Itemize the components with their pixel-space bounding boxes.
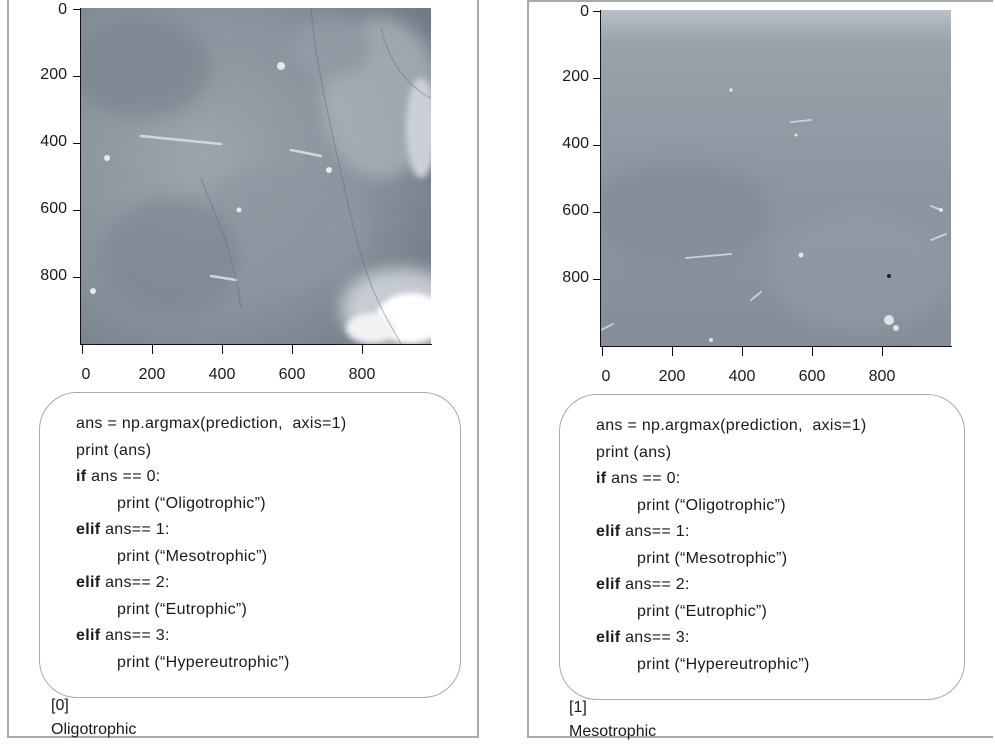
x-tick <box>222 344 223 354</box>
keyword: elif <box>596 629 621 646</box>
y-tick <box>73 277 80 278</box>
code-line: elif ans== 3: <box>596 629 690 646</box>
code-line: elif ans== 2: <box>596 576 690 593</box>
y-tick-label: 200 <box>562 68 589 85</box>
code-line: print (“Oligotrophic”) <box>637 496 786 514</box>
code-line: ans = np.argmax(prediction, axis=1) <box>76 415 347 432</box>
x-tick-label: 800 <box>348 366 376 383</box>
x-axis <box>601 346 952 347</box>
y-tick-label: 400 <box>562 135 589 152</box>
output-index: [0] <box>51 697 69 714</box>
code-line: elif ans== 2: <box>76 574 170 591</box>
y-tick-label: 0 <box>58 1 67 18</box>
keyword: elif <box>596 523 621 540</box>
x-tick <box>152 344 153 354</box>
code-line: elif ans== 3: <box>76 627 170 644</box>
code-line: print (“Mesotrophic”) <box>637 549 788 567</box>
y-tick-label: 800 <box>40 267 67 284</box>
keyword: elif <box>76 627 101 644</box>
x-tick-label: 600 <box>278 366 306 383</box>
output-class: Oligotrophic <box>51 721 137 738</box>
y-tick <box>73 210 80 211</box>
image-plot: 0 200 400 600 800 0 200 400 600 800 <box>529 2 993 397</box>
y-tick <box>593 145 600 146</box>
y-tick <box>73 76 80 77</box>
code-line: print (ans) <box>596 443 672 461</box>
keyword: elif <box>76 574 101 591</box>
keyword: if <box>76 468 87 485</box>
x-tick-label: 800 <box>868 368 896 385</box>
right-panel: 0 200 400 600 800 0 200 400 600 800 ans … <box>527 0 993 740</box>
code-line: ans = np.argmax(prediction, axis=1) <box>596 417 867 434</box>
x-tick-label: 400 <box>728 368 756 385</box>
x-tick-label: 600 <box>798 368 826 385</box>
y-axis <box>600 10 601 347</box>
x-tick <box>82 344 83 354</box>
code-line: elif ans== 1: <box>76 521 170 538</box>
code-line: print (ans) <box>76 441 152 459</box>
y-tick <box>593 279 600 280</box>
code-block: ans = np.argmax(prediction, axis=1) prin… <box>559 394 965 700</box>
y-tick <box>73 9 80 10</box>
code-line: print (“Hypereutrophic”) <box>637 655 810 673</box>
y-tick <box>593 212 600 213</box>
x-tick-label: 400 <box>208 366 236 383</box>
code-line: print (“Hypereutrophic”) <box>117 653 290 671</box>
x-tick-label: 0 <box>601 368 611 385</box>
code-line: if ans == 0: <box>596 470 681 487</box>
x-tick <box>602 346 603 356</box>
output-class: Mesotrophic <box>569 723 657 740</box>
code-line: elif ans== 1: <box>596 523 690 540</box>
y-tick-label: 600 <box>40 200 67 217</box>
x-tick <box>672 346 673 356</box>
y-tick-label: 0 <box>580 3 589 20</box>
water-sample-image <box>81 8 431 344</box>
keyword: if <box>596 470 607 487</box>
y-tick <box>73 143 80 144</box>
y-axis <box>80 8 81 345</box>
left-panel: 0 200 400 600 800 0 200 400 600 800 ans … <box>7 0 479 738</box>
image-plot: 0 200 400 600 800 0 200 400 600 800 <box>9 0 477 395</box>
code-line: print (“Eutrophic”) <box>117 600 248 618</box>
keyword: elif <box>596 576 621 593</box>
code-line: print (“Eutrophic”) <box>637 602 768 620</box>
y-tick-label: 200 <box>40 66 67 83</box>
y-tick <box>593 11 600 12</box>
y-tick-label: 400 <box>40 133 67 150</box>
x-tick-label: 200 <box>138 366 166 383</box>
x-axis <box>81 344 432 345</box>
code-line: if ans == 0: <box>76 468 161 485</box>
x-tick <box>292 344 293 354</box>
output-index: [1] <box>569 699 587 716</box>
y-tick-label: 600 <box>562 202 589 219</box>
water-sample-image <box>601 10 951 346</box>
x-tick <box>742 346 743 356</box>
code-line: print (“Mesotrophic”) <box>117 547 268 565</box>
y-tick <box>593 78 600 79</box>
code-line: print (“Oligotrophic”) <box>117 494 266 512</box>
keyword: elif <box>76 521 101 538</box>
x-tick-label: 200 <box>658 368 686 385</box>
x-tick-label: 0 <box>81 366 91 383</box>
y-tick-label: 800 <box>562 269 589 286</box>
x-tick <box>362 344 363 354</box>
code-block: ans = np.argmax(prediction, axis=1) prin… <box>39 392 461 698</box>
x-tick <box>882 346 883 356</box>
x-tick <box>812 346 813 356</box>
